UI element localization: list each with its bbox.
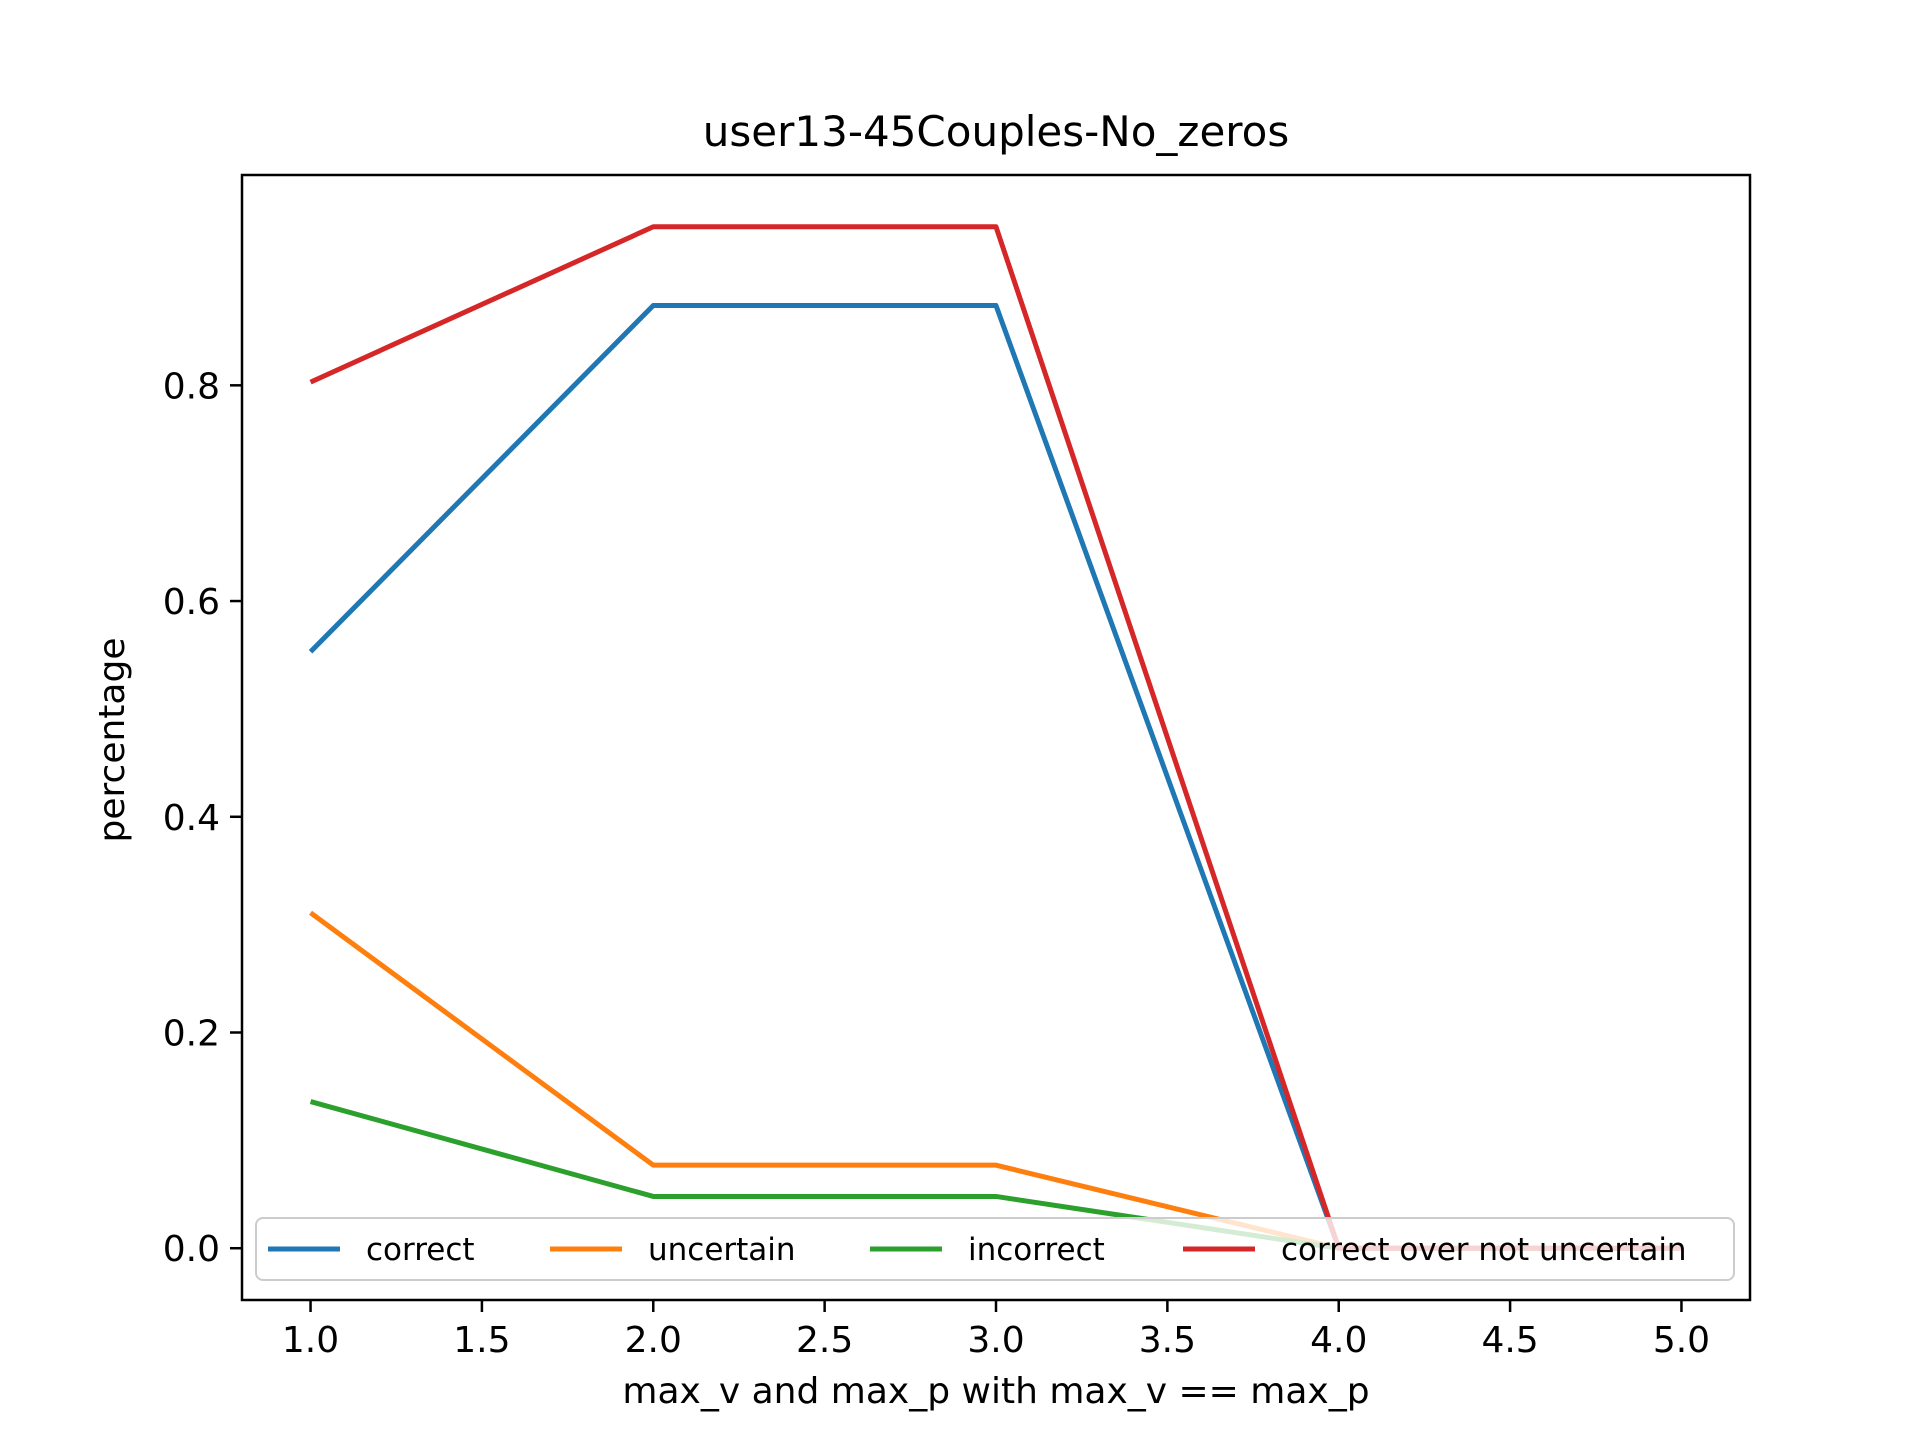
y-tick-label: 0.4 (163, 798, 220, 839)
x-tick-label: 2.0 (625, 1320, 682, 1361)
chart-title: user13-45Couples-No_zeros (703, 107, 1289, 156)
legend: correct uncertain incorrect correct over no… (255, 1217, 1735, 1281)
y-tick-label: 0.0 (163, 1229, 220, 1270)
x-tick-label: 3.5 (1139, 1320, 1196, 1361)
x-tick-label: 1.5 (453, 1320, 510, 1361)
legend-label: correct (366, 1232, 475, 1268)
x-axis-label: max_v and max_p with max_v == max_p (622, 1371, 1369, 1412)
legend-label: uncertain (648, 1232, 796, 1268)
x-tick-label: 2.5 (796, 1320, 853, 1361)
y-tick-label: 0.6 (163, 582, 220, 623)
x-tick-label: 3.0 (967, 1320, 1024, 1361)
y-tick-label: 0.2 (163, 1014, 220, 1055)
x-tick-label: 5.0 (1653, 1320, 1710, 1361)
x-tick-label: 4.0 (1310, 1320, 1367, 1361)
legend-label: incorrect (968, 1232, 1105, 1268)
legend-box (255, 1217, 1735, 1281)
legend-label: correct over not uncertain (1281, 1232, 1687, 1268)
x-tick-label: 1.0 (282, 1320, 339, 1361)
axes-layer: 1.0 1.5 2.0 2.5 3.0 3.5 4.0 4.5 5.0 0.0 0.2 0.4 0.6 0… (163, 173, 1752, 1361)
y-tick-label: 0.8 (163, 366, 220, 407)
x-tick-label: 4.5 (1481, 1320, 1538, 1361)
y-axis-label: percentage (92, 638, 133, 843)
